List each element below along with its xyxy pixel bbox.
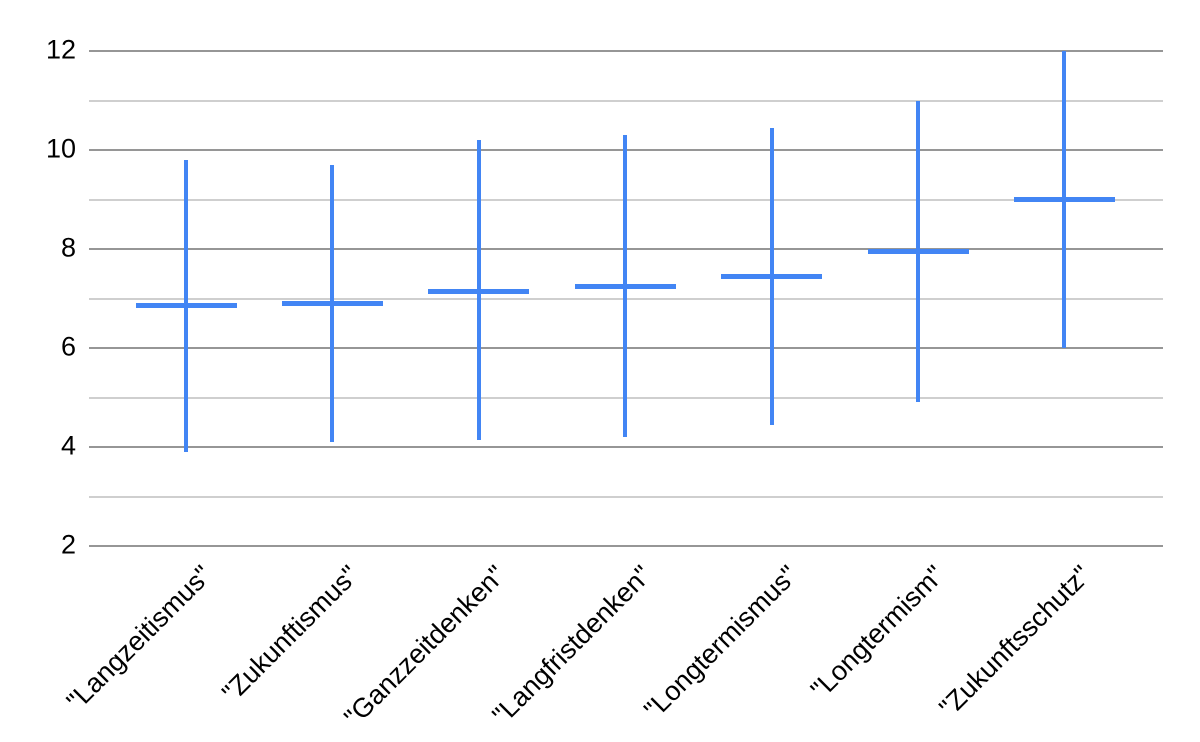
y-axis-tick-label: 2 [60, 529, 76, 560]
y-axis-tick-label: 10 [45, 133, 76, 164]
x-category-label: "Langfristdenken" [486, 559, 658, 731]
y-axis-tick-label: 6 [60, 331, 76, 362]
gridline-major [89, 446, 1163, 448]
x-category-label: "Longtermism" [804, 559, 950, 705]
y-axis-tick-label: 12 [45, 34, 76, 65]
mean-tick-bar [867, 248, 969, 254]
mean-tick-bar [281, 300, 383, 306]
x-category-label: "Longtermismus" [638, 559, 804, 725]
gridline-minor [89, 99, 1163, 102]
mean-tick-bar [135, 303, 237, 309]
mean-tick-bar [428, 288, 530, 294]
x-category-label: "Ganzzeitdenken" [337, 559, 511, 733]
x-category-label: "Langzeitismus" [60, 559, 218, 717]
mean-tick-bar [1013, 197, 1115, 202]
mean-tick-bar [574, 283, 676, 289]
gridline-major [89, 545, 1163, 547]
gridline-minor [89, 495, 1163, 498]
gridline-major [89, 50, 1163, 52]
x-category-label: "Zukunftsschutz" [933, 559, 1097, 723]
y-axis-tick-label: 8 [60, 232, 76, 263]
mean-tick-bar [721, 273, 823, 279]
y-axis-tick-label: 4 [60, 430, 76, 461]
x-category-label: "Zukunftismus" [215, 559, 365, 708]
